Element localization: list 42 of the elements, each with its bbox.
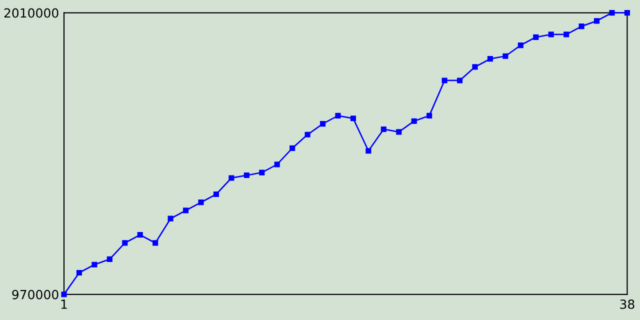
point: [609, 10, 615, 16]
x-tick-label: 1: [61, 300, 67, 309]
point: [320, 121, 326, 127]
point: [168, 216, 174, 222]
point: [518, 42, 524, 48]
point: [411, 118, 417, 124]
point: [502, 53, 508, 59]
y-tick-label: 2010000: [4, 8, 58, 18]
point: [442, 78, 448, 84]
point: [472, 64, 478, 70]
point: [182, 208, 189, 214]
point: [76, 270, 82, 276]
point: [122, 240, 128, 246]
point: [426, 112, 432, 118]
point: [487, 56, 493, 62]
point: [578, 24, 584, 30]
point: [564, 32, 570, 38]
point: [366, 148, 372, 154]
point: [106, 256, 112, 262]
point: [380, 126, 386, 132]
point: [213, 191, 219, 197]
point: [396, 129, 402, 135]
point: [533, 34, 539, 40]
point: [228, 175, 234, 181]
point: [624, 10, 630, 16]
point: [304, 132, 310, 138]
point: [350, 116, 356, 122]
point: [198, 200, 204, 206]
point: [335, 112, 341, 118]
point: [290, 145, 296, 151]
point: [92, 262, 98, 268]
point: [244, 172, 250, 178]
point: [152, 240, 158, 246]
point: [137, 232, 143, 238]
x-tick-label: 38: [620, 299, 634, 309]
point: [456, 78, 463, 84]
point: [274, 162, 280, 168]
point: [548, 32, 554, 38]
point: [259, 170, 265, 176]
point: [61, 292, 67, 298]
point: [594, 18, 600, 24]
y-tick-label: 970000: [12, 290, 58, 300]
